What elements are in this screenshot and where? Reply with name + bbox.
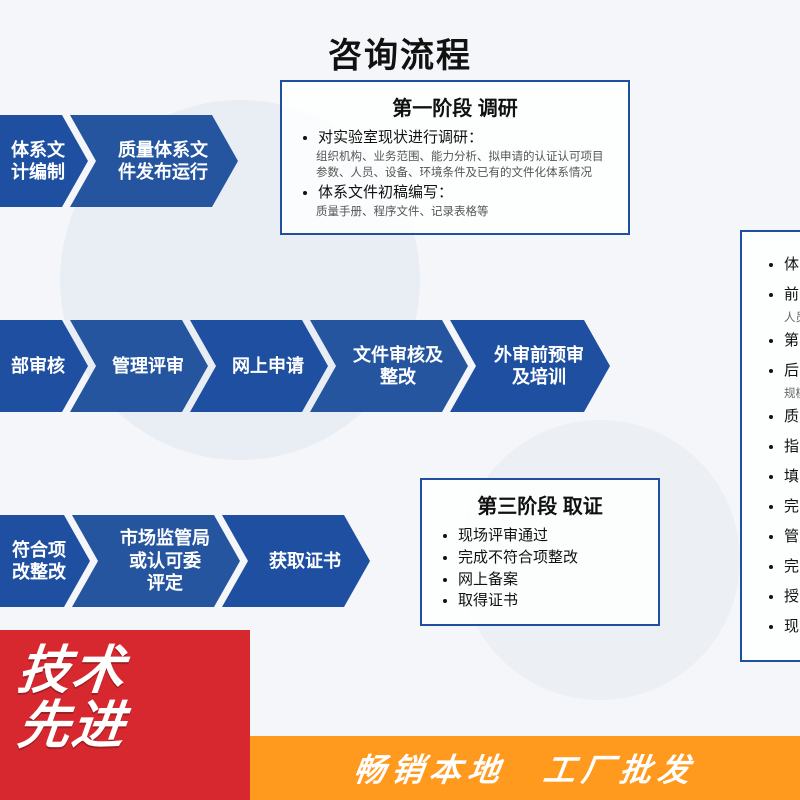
- flow-step-label: 体系文 计编制: [11, 139, 65, 184]
- flow-step-label: 网上申请: [232, 355, 304, 378]
- phase-2-callout-cropped: 体前人员 试验第后规模 相关质指填完管完授现: [740, 230, 800, 662]
- promo-line-2: 先进: [15, 699, 253, 754]
- phase-1-title: 第一阶段 调研: [296, 92, 614, 121]
- callout-item: 现场评审通过: [458, 525, 644, 547]
- callout-item: 填: [784, 462, 800, 492]
- flow-step-label: 部审核: [11, 355, 65, 378]
- flow-step-label: 市场监管局 或认可委 评定: [120, 527, 210, 595]
- phase-1-callout: 第一阶段 调研 对实验室现状进行调研：组织机构、业务范围、能力分析、拟申请的认证…: [280, 80, 630, 235]
- callout-item: 体系文件初稿编写：: [318, 182, 614, 204]
- promo-badge: 技术 先进: [0, 630, 250, 800]
- flow-step: 网上申请: [190, 320, 328, 412]
- page-title: 咨询流程: [0, 0, 800, 77]
- flow-row-3: 符合项 改整改 市场监管局 或认可委 评定 获取证书: [0, 515, 370, 607]
- callout-item: 网上备案: [458, 569, 644, 591]
- promo-line-1: 技术: [15, 644, 253, 699]
- callout-item: 指: [784, 432, 800, 462]
- flow-row-1: 体系文 计编制 质量体系文 件发布运行: [0, 115, 238, 207]
- flow-row-2: 部审核 管理评审 网上申请 文件审核及 整改 外审前预审 及培训: [0, 320, 610, 412]
- callout-item: 第: [784, 326, 800, 356]
- callout-item: 质: [784, 402, 800, 432]
- flow-step: 质量体系文 件发布运行: [70, 115, 238, 207]
- flow-step-label: 符合项 改整改: [12, 539, 66, 584]
- callout-item-sub: 质量手册、程序文件、记录表格等: [316, 204, 614, 221]
- callout-item-sub: 人员 试验: [784, 310, 800, 326]
- flow-step: 获取证书: [222, 515, 370, 607]
- callout-item: 管: [784, 522, 800, 552]
- phase-3-callout: 第三阶段 取证 现场评审通过完成不符合项整改网上备案取得证书: [420, 478, 660, 626]
- callout-item: 对实验室现状进行调研：: [318, 127, 614, 149]
- callout-item: 完: [784, 492, 800, 522]
- flow-step-label: 外审前预审 及培训: [494, 344, 584, 389]
- flow-step: 外审前预审 及培训: [450, 320, 610, 412]
- callout-item: 后: [784, 356, 800, 386]
- flow-step: 市场监管局 或认可委 评定: [72, 515, 240, 607]
- callout-item: 完: [784, 552, 800, 582]
- flow-step-label: 文件审核及 整改: [353, 344, 443, 389]
- callout-item-sub: 组织机构、业务范围、能力分析、拟申请的认证认可项目参数、人员、设备、环境条件及已…: [316, 149, 614, 182]
- bottom-strip-text: 畅销本地 工厂批发: [351, 745, 699, 791]
- callout-item-sub: 规模 相关: [784, 386, 800, 402]
- flow-step-label: 获取证书: [269, 550, 341, 573]
- phase-3-title: 第三阶段 取证: [436, 490, 644, 519]
- flow-step-label: 质量体系文 件发布运行: [118, 139, 208, 184]
- callout-item: 体: [784, 250, 800, 280]
- callout-item: 取得证书: [458, 590, 644, 612]
- flow-step: 文件审核及 整改: [310, 320, 468, 412]
- flow-step: 管理评审: [70, 320, 208, 412]
- callout-item: 完成不符合项整改: [458, 547, 644, 569]
- callout-item: 授: [784, 582, 800, 612]
- callout-item: 前: [784, 280, 800, 310]
- bottom-strip: 畅销本地 工厂批发: [250, 736, 800, 800]
- flow-step-label: 管理评审: [112, 355, 184, 378]
- callout-item: 现: [784, 612, 800, 642]
